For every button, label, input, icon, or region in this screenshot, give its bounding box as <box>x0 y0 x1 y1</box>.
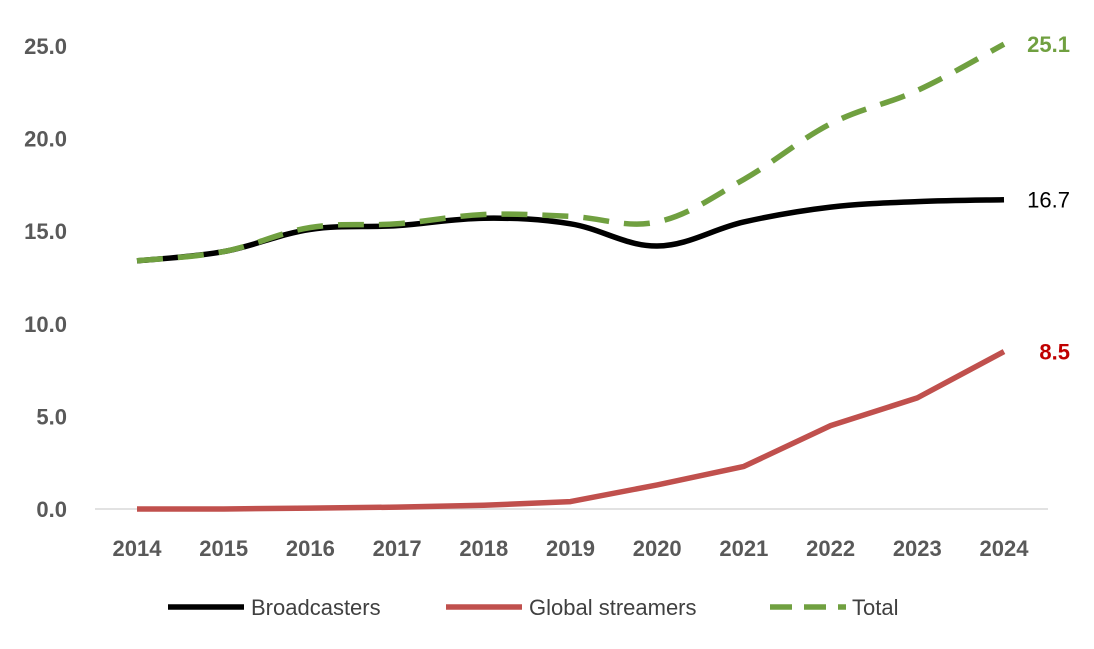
y-tick-label: 0.0 <box>36 497 67 522</box>
end-label-global-streamers: 8.5 <box>1039 340 1070 365</box>
x-tick-label: 2020 <box>633 536 682 561</box>
x-tick-label: 2015 <box>199 536 248 561</box>
y-tick-label: 20.0 <box>24 127 67 152</box>
x-tick-label: 2017 <box>373 536 422 561</box>
x-tick-label: 2014 <box>113 536 163 561</box>
legend-label-total: Total <box>852 595 898 620</box>
x-tick-label: 2016 <box>286 536 335 561</box>
x-tick-label: 2024 <box>980 536 1030 561</box>
end-labels: 16.7 8.5 25.1 <box>1027 32 1070 364</box>
x-tick-label: 2019 <box>546 536 595 561</box>
y-tick-label: 5.0 <box>36 404 67 429</box>
y-axis: 0.0 5.0 10.0 15.0 20.0 25.0 <box>24 34 67 522</box>
y-tick-label: 25.0 <box>24 34 67 59</box>
end-label-total: 25.1 <box>1027 32 1070 57</box>
legend: Broadcasters Global streamers Total <box>168 595 898 620</box>
x-tick-label: 2021 <box>719 536 768 561</box>
x-tick-label: 2018 <box>459 536 508 561</box>
y-tick-label: 10.0 <box>24 312 67 337</box>
x-tick-label: 2022 <box>806 536 855 561</box>
series-line-broadcasters <box>136 196 1005 264</box>
legend-label-broadcasters: Broadcasters <box>251 595 381 620</box>
series-group <box>136 41 1006 512</box>
x-tick-label: 2023 <box>893 536 942 561</box>
legend-label-global-streamers: Global streamers <box>529 595 697 620</box>
y-tick-label: 15.0 <box>24 219 67 244</box>
end-label-broadcasters: 16.7 <box>1027 188 1070 213</box>
series-line-total <box>136 41 1006 264</box>
series-line-global-streamers <box>137 349 1006 512</box>
x-axis: 2014 2015 2016 2017 2018 2019 2020 2021 2022 2023… <box>95 508 1048 561</box>
